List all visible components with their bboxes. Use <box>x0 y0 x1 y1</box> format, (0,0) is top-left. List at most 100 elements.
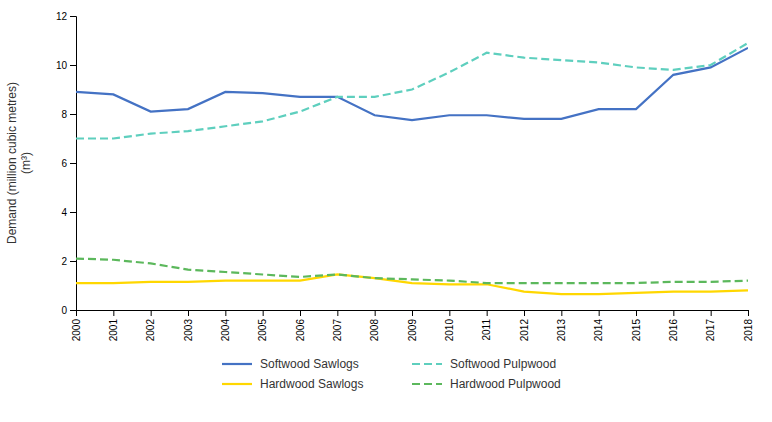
tick-mark <box>70 114 76 115</box>
legend-swatch <box>412 383 442 385</box>
tick-label: 2009 <box>407 319 418 342</box>
tick-label: 2011 <box>481 319 492 341</box>
tick-mark <box>113 310 114 316</box>
tick-mark <box>337 310 338 316</box>
tick-mark <box>375 310 376 316</box>
y-tick: 10 <box>56 60 76 71</box>
tick-mark <box>70 65 76 66</box>
legend-item: Hardwood Pulpwood <box>412 377 561 391</box>
tick-label: 2005 <box>257 319 268 342</box>
lines <box>76 43 748 294</box>
legend-label: Softwood Pulpwood <box>450 357 556 371</box>
tick-mark <box>636 310 637 316</box>
tick-label: 2002 <box>145 319 156 342</box>
x-tick: 2016 <box>668 310 679 341</box>
tick-mark <box>300 310 301 316</box>
tick-label: 2013 <box>556 319 567 342</box>
x-tick: 2015 <box>631 310 642 341</box>
x-tick: 2002 <box>145 310 156 341</box>
series-line <box>76 259 748 284</box>
legend-label: Softwood Sawlogs <box>260 357 359 371</box>
tick-label: 10 <box>56 60 68 71</box>
y-tick: 12 <box>56 11 76 22</box>
tick-label: 2017 <box>705 319 716 342</box>
legend-swatch <box>412 363 442 365</box>
y-tick: 4 <box>61 207 76 218</box>
plot-area: 2000 2001 2002 2003 2004 2005 2006 2007 2008 2009… <box>56 11 754 342</box>
tick-mark <box>70 16 76 17</box>
tick-label: 2012 <box>519 319 530 342</box>
axis-line <box>70 17 77 311</box>
tick-mark <box>599 310 600 316</box>
tick-mark <box>711 310 712 316</box>
y-tick: 8 <box>61 109 76 120</box>
x-tick: 2011 <box>481 310 492 341</box>
x-tick: 2018 <box>743 310 754 341</box>
x-tick: 2001 <box>108 310 119 341</box>
tick-label: 0 <box>61 305 67 316</box>
tick-label: 2 <box>61 256 67 267</box>
tick-mark <box>263 310 264 316</box>
x-tick: 2017 <box>705 310 716 341</box>
x-tick: 2000 <box>71 310 82 341</box>
x-tick: 2014 <box>593 310 604 341</box>
tick-mark <box>70 261 76 262</box>
tick-mark <box>188 310 189 316</box>
tick-label: 2004 <box>220 319 231 342</box>
tick-label: 2018 <box>743 319 754 342</box>
y-axis: 0 2 4 6 8 10 12 <box>56 11 77 316</box>
series-line <box>76 43 748 139</box>
x-tick: 2008 <box>369 310 380 341</box>
tick-label: 2016 <box>668 319 679 342</box>
x-tick: 2013 <box>556 310 567 341</box>
tick-label: 2001 <box>108 319 119 342</box>
tick-mark <box>673 310 674 316</box>
legend-item: Hardwood Sawlogs <box>222 377 363 391</box>
tick-mark <box>524 310 525 316</box>
series-line <box>76 48 748 120</box>
tick-label: 2007 <box>332 319 343 342</box>
y-tick: 2 <box>61 256 76 267</box>
tick-label: 12 <box>56 11 68 22</box>
axis-line <box>77 311 749 317</box>
tick-mark <box>151 310 152 316</box>
legend-label: Hardwood Pulpwood <box>450 377 561 391</box>
tick-mark <box>70 212 76 213</box>
tick-label: 2000 <box>71 319 82 342</box>
tick-mark <box>70 310 76 311</box>
tick-mark <box>748 310 749 316</box>
y-axis-title: Demand (million cubic metres)(m³) <box>5 82 33 244</box>
legend-item: Softwood Pulpwood <box>412 357 556 371</box>
y-tick: 6 <box>61 158 76 169</box>
tick-mark <box>412 310 413 316</box>
x-tick: 2007 <box>332 310 343 341</box>
tick-label: 2014 <box>593 319 604 342</box>
series-line <box>76 274 748 294</box>
x-tick: 2010 <box>444 310 455 341</box>
x-tick: 2005 <box>257 310 268 341</box>
chart: 2000 2001 2002 2003 2004 2005 2006 2007 2008 2009… <box>0 0 772 422</box>
tick-label: 2008 <box>369 319 380 342</box>
legend: Softwood Sawlogs Softwood Pulpwood Hardwoo… <box>222 357 561 391</box>
tick-label: 8 <box>61 109 67 120</box>
x-tick: 2003 <box>183 310 194 341</box>
tick-label: 4 <box>61 207 67 218</box>
tick-mark <box>561 310 562 316</box>
tick-label: 2015 <box>631 319 642 342</box>
x-tick: 2009 <box>407 310 418 341</box>
y-tick: 0 <box>61 305 76 316</box>
legend-swatch <box>222 383 252 385</box>
legend-label: Hardwood Sawlogs <box>260 377 363 391</box>
x-tick: 2012 <box>519 310 530 341</box>
legend-item: Softwood Sawlogs <box>222 357 359 371</box>
tick-mark <box>449 310 450 316</box>
tick-label: 2003 <box>183 319 194 342</box>
legend-swatch <box>222 363 252 365</box>
x-axis: 2000 2001 2002 2003 2004 2005 2006 2007 2008 2009… <box>71 310 754 341</box>
tick-mark <box>225 310 226 316</box>
tick-label: 2006 <box>295 319 306 342</box>
tick-mark <box>487 310 488 316</box>
x-tick: 2006 <box>295 310 306 341</box>
tick-label: 2010 <box>444 319 455 342</box>
tick-mark <box>70 163 76 164</box>
